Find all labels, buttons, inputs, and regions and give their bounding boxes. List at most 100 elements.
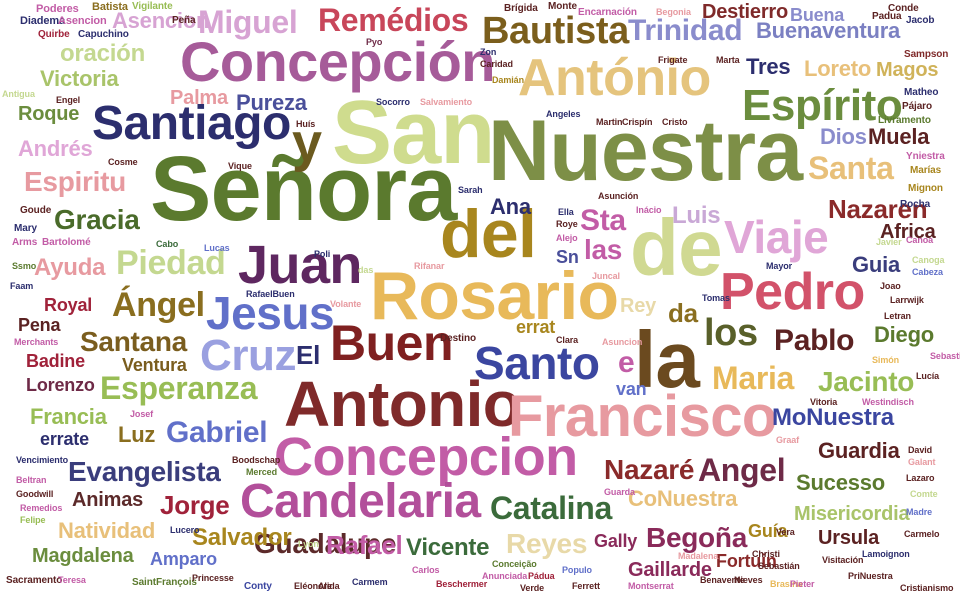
word-small: Anunciada (482, 571, 528, 581)
word-luz: Luz (118, 422, 156, 447)
word-small: Pieter (790, 579, 815, 589)
word-small: Eléonore (294, 581, 332, 591)
word-small: Princesse (192, 573, 234, 583)
word-small: Padua (872, 11, 902, 22)
word-small: Joao (880, 281, 901, 291)
word-rey: Rey (620, 295, 657, 317)
word-small: Lucero (170, 525, 200, 535)
word-del: del (440, 196, 537, 272)
word-cruz: Cruz (200, 331, 297, 380)
word-pablo: Pablo (774, 324, 855, 357)
word-small: Lucas (204, 243, 230, 253)
word-small: Ferrett (572, 581, 600, 591)
word-small: Canoga (912, 255, 945, 265)
word-francisco: Francisco (508, 384, 777, 449)
word-small: Carlos (412, 565, 440, 575)
word-small: Volante (330, 299, 362, 309)
word-small: Beltran (16, 475, 47, 485)
word-small: Asencion (58, 15, 107, 27)
word-san: San (332, 83, 495, 183)
word-small: Sebastián (758, 561, 800, 571)
word-small: Lazaro (906, 473, 935, 483)
word-ana: Ana (490, 194, 531, 219)
word-gabriel: Gabriel (166, 416, 268, 449)
word-el: El (296, 340, 321, 370)
word-small: Conceição (492, 559, 537, 569)
word-small: Inácio (636, 205, 662, 215)
word-small: Juncal (592, 271, 620, 281)
word-oracion: oración (60, 40, 146, 67)
word-small: Vique (228, 161, 252, 171)
word-small: Conty (244, 581, 272, 592)
word-small: Mignon (908, 183, 943, 194)
word-roque: Roque (18, 103, 80, 125)
word-small: Salvamiento (420, 97, 473, 107)
word-small: Guarda (604, 487, 635, 497)
word-santana: Santana (80, 326, 187, 357)
word-loreto: Loreto (804, 56, 872, 81)
word-angel-accent: Ángel (112, 286, 205, 324)
word-small: Vera (776, 527, 795, 537)
word-small: Clara (556, 335, 579, 345)
word-gally: Gally (594, 531, 638, 551)
word-small: Madre (906, 507, 933, 517)
word-vicente: Vicente (406, 534, 490, 561)
word-sucesso: Sucesso (796, 470, 885, 495)
word-guadalupe: Guadalupe (254, 528, 397, 559)
word-small: Pyo (366, 37, 383, 47)
word-victoria: Victoria (40, 66, 119, 91)
word-small: Batista (92, 1, 128, 13)
word-trinidad: Trinidad (628, 14, 743, 47)
word-santa: Santa (808, 150, 894, 186)
word-small: RafaelBuen (246, 289, 295, 299)
word-ayuda: Ayuda (34, 254, 106, 281)
word-small: Visitación (822, 555, 864, 565)
word-jesus: Jesus (206, 287, 335, 339)
word-small: Engel (56, 95, 81, 105)
word-ursula: Ursula (818, 527, 880, 549)
word-salvador: Salvador (192, 524, 292, 551)
word-evangelista: Evangelista (68, 456, 221, 487)
word-pureza: Pureza (236, 90, 307, 115)
word-small: Pájaro (902, 101, 932, 112)
word-small: Damián (492, 75, 524, 85)
word-small: Antigua (2, 89, 35, 99)
word-misericordia: Misericordia (794, 503, 910, 525)
word-small: Mayor (766, 261, 793, 271)
word-small: Zon (480, 47, 497, 57)
word-buen: Buen (330, 315, 454, 371)
word-small: Brasina (770, 579, 803, 589)
word-y: y (292, 113, 322, 173)
word-concepcion-accent: Concepción (180, 30, 495, 93)
word-small: Huís (296, 119, 316, 129)
word-natividad: Natividad (58, 518, 156, 543)
word-small: Simón (872, 355, 900, 365)
word-small: Ssmo (12, 261, 37, 271)
word-las: las (584, 234, 623, 265)
word-small: Destino (440, 333, 476, 344)
word-africa: Africa (880, 221, 936, 243)
word-small: Sampson (904, 49, 949, 60)
word-small: Tomas (702, 293, 730, 303)
word-small: Verde (520, 583, 545, 593)
word-santiago: Santiago (92, 97, 291, 150)
word-e: e (618, 346, 635, 379)
word-small: Teresa (58, 575, 86, 585)
word-small: Goude (20, 205, 52, 216)
word-small: Asuncion (602, 337, 643, 347)
word-small: Comte (910, 489, 938, 499)
word-small: Larrwijk (890, 295, 924, 305)
word-small: Conde (888, 3, 919, 14)
word-animas: Animas (72, 489, 144, 511)
word-small: Felipe (20, 515, 46, 525)
word-ventura: Ventura (122, 355, 187, 375)
word-small: Frigate (658, 55, 688, 65)
word-small: Marta (716, 55, 740, 65)
word-buenaventura: Buenaventura (756, 18, 901, 43)
word-amparo: Amparo (150, 549, 217, 569)
word-nazaren: Nazaren (828, 194, 928, 224)
word-small: Sacramento (6, 575, 63, 586)
word-small: Yniestra (906, 151, 945, 162)
word-antonio: Antonio (284, 368, 522, 440)
